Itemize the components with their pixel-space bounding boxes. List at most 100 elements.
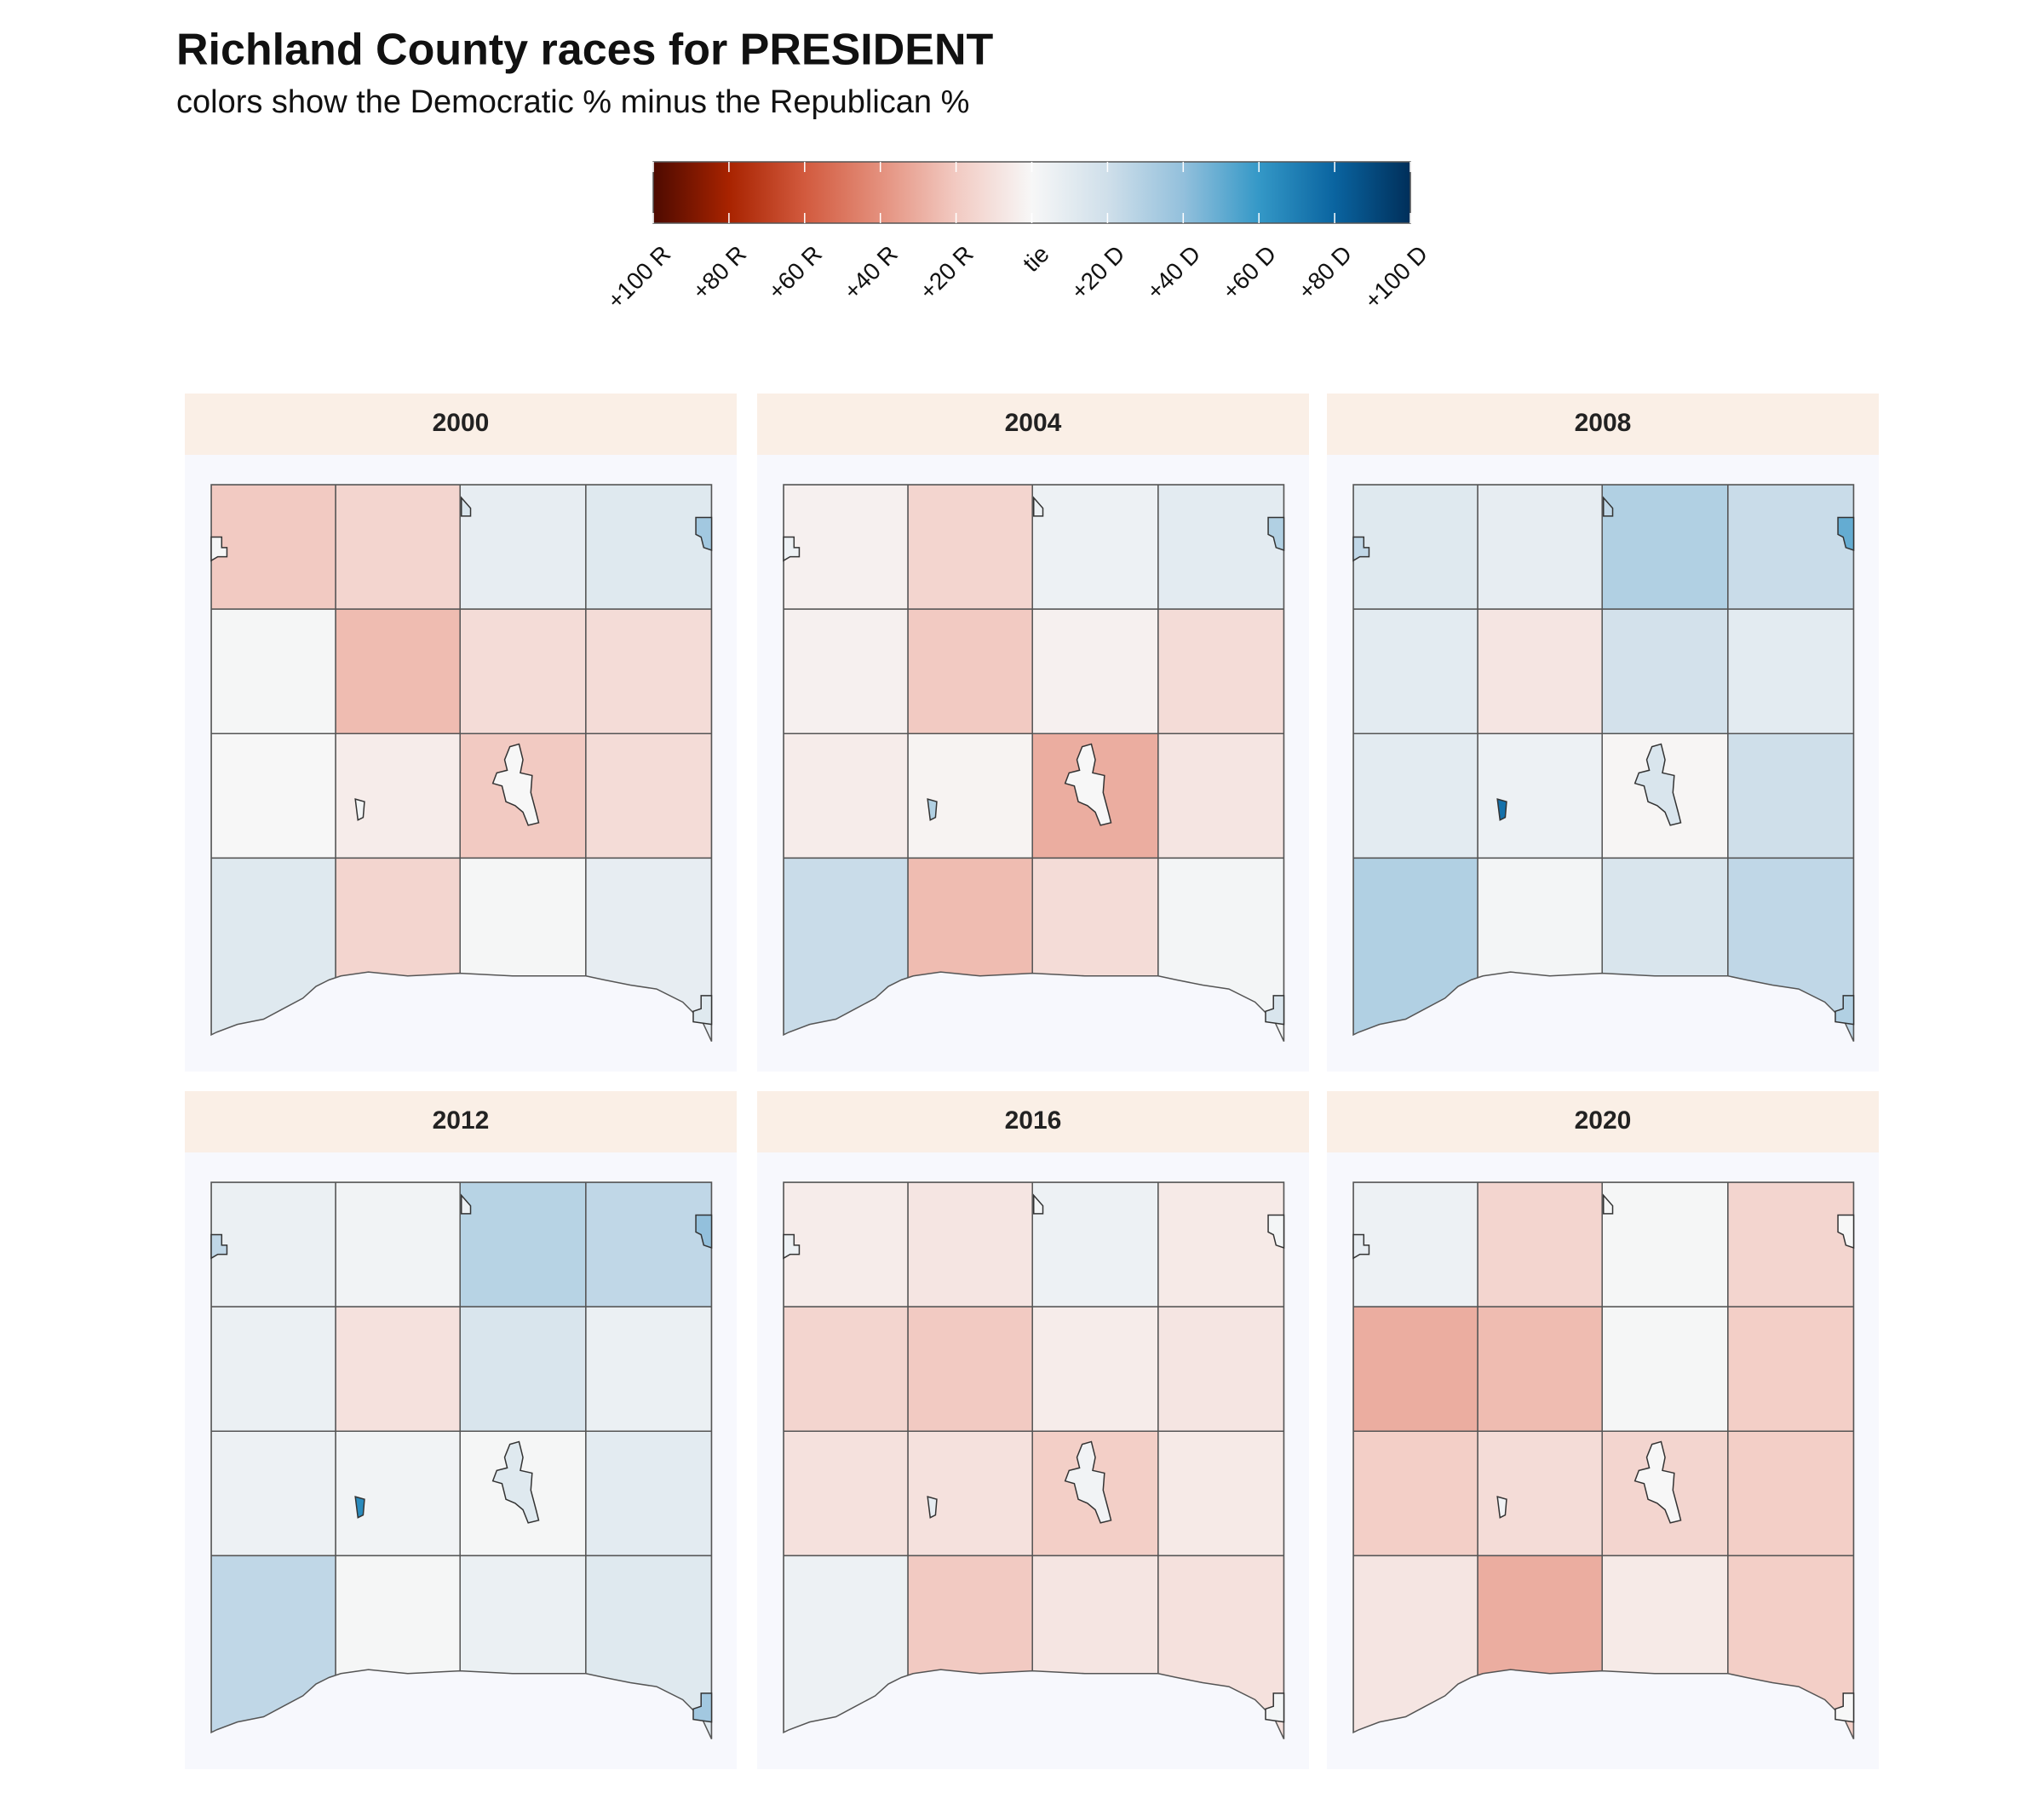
panel: 2020: [1327, 1091, 1879, 1769]
townships: [211, 1182, 712, 1739]
township: [1032, 485, 1158, 609]
panel-header: [185, 1091, 737, 1152]
town: [1635, 744, 1681, 825]
legend-tick-label: +60 D: [1217, 240, 1281, 304]
town: [696, 517, 711, 549]
township: [586, 609, 712, 733]
township: [336, 485, 460, 609]
county-outline: [211, 1182, 712, 1739]
township: [1353, 733, 1478, 858]
township: [1478, 1182, 1602, 1307]
township: [211, 1431, 336, 1555]
township: [1353, 609, 1478, 733]
town: [1065, 744, 1111, 825]
panel-title: 2020: [1575, 1106, 1632, 1135]
legend-tick-label: +100 R: [602, 240, 675, 313]
panel: 2004: [757, 394, 1309, 1072]
township: [1602, 1182, 1728, 1307]
town: [1034, 497, 1043, 516]
township: [1032, 609, 1158, 733]
town: [1604, 1195, 1613, 1214]
township: [1478, 485, 1602, 609]
panel-header: [757, 394, 1309, 455]
township: [460, 1182, 586, 1307]
township: [1158, 485, 1284, 609]
town: [1838, 1215, 1853, 1247]
township: [586, 485, 712, 609]
panel-title: 2008: [1575, 409, 1632, 437]
panel: 2008: [1327, 394, 1879, 1072]
township: [1728, 1182, 1854, 1307]
township: [336, 1182, 460, 1307]
township: [586, 1307, 712, 1431]
township: [908, 733, 1032, 858]
panel-title: 2004: [1005, 409, 1062, 437]
township: [586, 1431, 712, 1555]
title: Richland County races for PRESIDENT: [176, 26, 994, 75]
panels: 2000 2004 2008 2012 2016 2020: [185, 394, 1879, 1769]
township: [908, 1182, 1032, 1307]
panel-header: [1327, 1091, 1879, 1152]
town: [784, 537, 799, 561]
township: [336, 609, 460, 733]
panel: 2016: [757, 1091, 1309, 1769]
county-outline: [211, 485, 712, 1042]
township: [211, 733, 336, 858]
township: [1478, 609, 1602, 733]
panel-header: [757, 1091, 1309, 1152]
legend-tick-label: tie: [1018, 240, 1054, 277]
town: [1065, 1442, 1111, 1523]
panel-title: 2000: [433, 409, 490, 437]
legend-tick-label: +100 D: [1359, 240, 1433, 313]
town: [1835, 996, 1854, 1025]
town: [1635, 1442, 1681, 1523]
township: [784, 1431, 908, 1555]
township: [336, 1307, 460, 1431]
town: [1353, 1235, 1369, 1259]
township: [1728, 1431, 1854, 1555]
town: [462, 1195, 471, 1214]
township: [586, 1182, 712, 1307]
township: [586, 733, 712, 858]
township: [1353, 485, 1478, 609]
township: [1158, 609, 1284, 733]
townships: [1353, 1182, 1854, 1739]
town: [1034, 1195, 1043, 1214]
town: [1353, 537, 1369, 561]
township: [336, 733, 460, 858]
township: [1602, 609, 1728, 733]
county-map: [211, 1182, 712, 1759]
town: [693, 996, 712, 1025]
township: [908, 1307, 1032, 1431]
town: [784, 1235, 799, 1259]
legend-tick-label: +60 R: [763, 240, 827, 304]
town: [1268, 1215, 1283, 1247]
town: [1268, 517, 1283, 549]
township: [1158, 733, 1284, 858]
town: [493, 744, 539, 825]
panel-header: [185, 394, 737, 455]
township: [1158, 1182, 1284, 1307]
township: [784, 485, 908, 609]
township: [1728, 485, 1854, 609]
legend-tick-label: +40 D: [1141, 240, 1205, 304]
township: [1158, 1431, 1284, 1555]
township: [1353, 1431, 1478, 1555]
township: [1032, 1307, 1158, 1431]
township: [1602, 1307, 1728, 1431]
town: [462, 497, 471, 516]
town: [355, 799, 365, 820]
township: [211, 609, 336, 733]
legend-tick-label: +20 D: [1065, 240, 1129, 304]
townships: [784, 485, 1284, 1042]
township: [460, 609, 586, 733]
township: [908, 609, 1032, 733]
county-outline: [784, 485, 1284, 1042]
town: [693, 1693, 712, 1722]
panel-header: [1327, 394, 1879, 455]
township: [784, 609, 908, 733]
town: [1835, 1693, 1854, 1722]
town: [927, 799, 937, 820]
panel-title: 2012: [433, 1106, 490, 1135]
